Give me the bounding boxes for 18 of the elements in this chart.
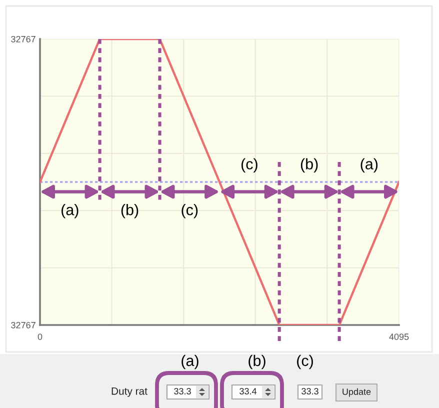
annotation: (c): [241, 158, 258, 172]
x-tick-label: 4095: [389, 334, 409, 340]
annotation: (b): [300, 158, 318, 172]
x-tick-label: 0: [38, 334, 42, 340]
text: Duty rat: [112, 388, 148, 397]
text: (c): [297, 354, 313, 370]
annotation: (a): [62, 204, 78, 218]
text: (b): [248, 354, 266, 370]
y-tick-label: 32767: [11, 36, 36, 42]
text: (a): [182, 354, 198, 370]
text: Update: [342, 388, 371, 397]
text: 33.3: [302, 388, 318, 394]
annotation: (a): [360, 158, 378, 172]
y-tick-label: 32767: [11, 322, 36, 328]
annotation: (b): [121, 204, 138, 218]
annotation: (c): [182, 204, 198, 218]
text: 33.3: [174, 388, 191, 394]
text: 33.4: [240, 388, 257, 394]
